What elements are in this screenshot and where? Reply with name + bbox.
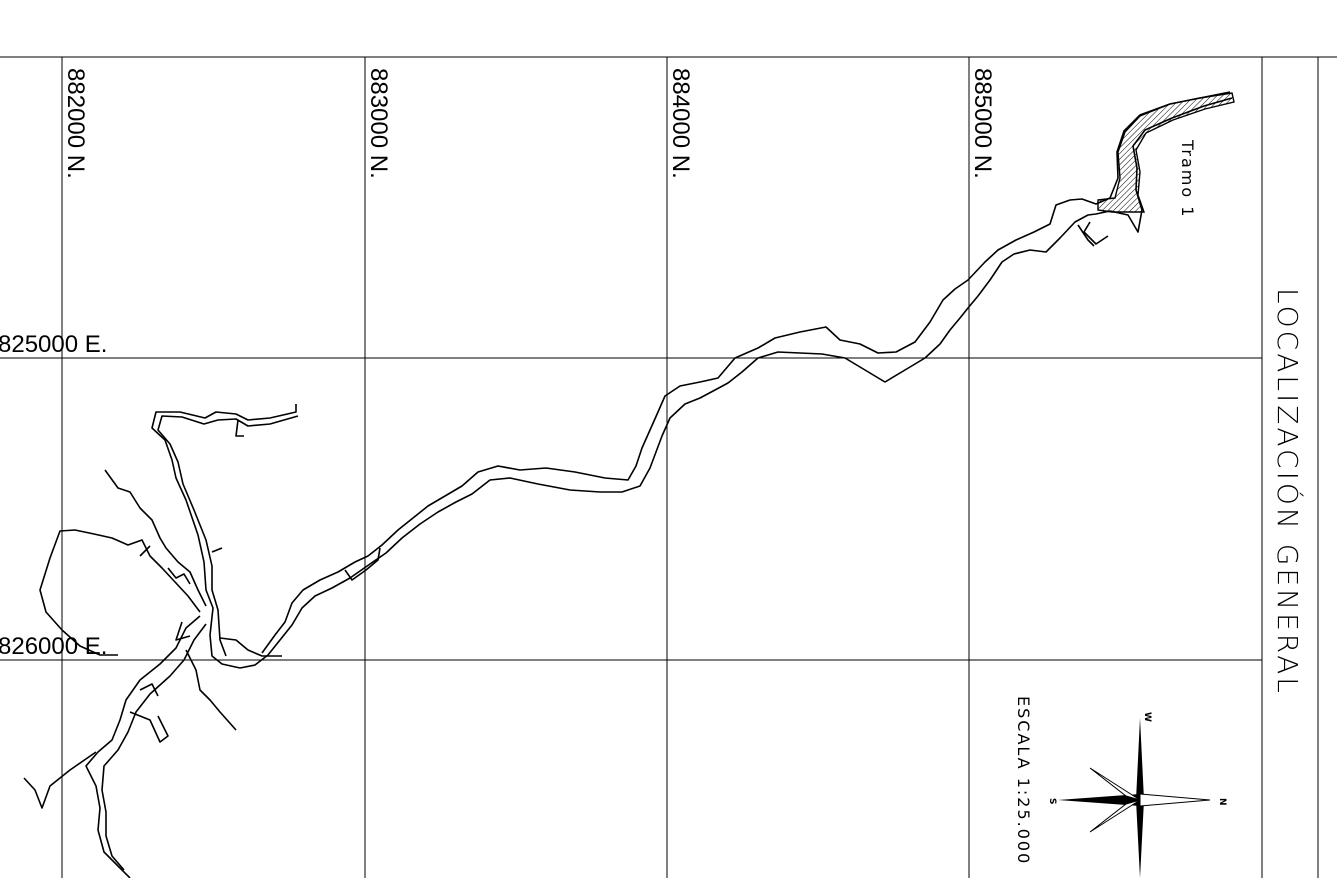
- northing-label-884000: 884000 N.: [667, 68, 694, 179]
- town-road-west: [39, 529, 201, 656]
- hatched-road-section: [1097, 92, 1235, 213]
- town-road-north: [151, 404, 297, 669]
- spur-tramo-b: [1077, 224, 1095, 247]
- map-title: LOCALIZACIÓN GENERAL: [1271, 288, 1305, 696]
- road-network: [23, 91, 1235, 878]
- compass-point-north: [1139, 793, 1211, 807]
- scale-label: ESCALA 1:25.000: [1014, 696, 1033, 865]
- town-spur-d: [211, 547, 223, 553]
- compass-diag-2: [1089, 799, 1141, 833]
- town-spur-b: [139, 683, 159, 697]
- town-road-southeast: [185, 649, 237, 731]
- compass-diag-1: [1089, 767, 1141, 801]
- town-road-south-b: [101, 623, 207, 871]
- town-spur-h: [175, 621, 191, 641]
- compass-letter-n: N: [1217, 798, 1227, 806]
- compass-point-south: [1058, 794, 1140, 806]
- town-spur-e: [219, 637, 282, 657]
- town-spur-i: [344, 547, 381, 581]
- town-spur-c: [235, 419, 244, 437]
- main-road-upper: [261, 91, 1231, 654]
- town-road-south: [85, 615, 201, 878]
- town-spur-f: [167, 567, 191, 585]
- town-spur-g: [139, 545, 151, 557]
- coordinate-grid: [0, 56, 1337, 878]
- compass-letter-w: W: [1142, 712, 1152, 722]
- compass-letter-s: S: [1047, 798, 1057, 804]
- town-road-southwest: [23, 751, 97, 809]
- northing-label-882000: 882000 N.: [62, 68, 89, 179]
- compass-point-east: [1136, 800, 1144, 878]
- northing-label-883000: 883000 N.: [365, 68, 392, 179]
- compass-rose: N S W: [1047, 712, 1227, 878]
- town-spur-a: [129, 711, 169, 743]
- northing-label-885000: 885000 N.: [969, 68, 996, 179]
- town-road-northwest: [104, 469, 207, 607]
- main-road-lower: [239, 97, 1233, 669]
- spur-tramo: [1083, 221, 1109, 245]
- easting-label-826000: 826000 E.: [0, 633, 107, 660]
- easting-label-825000: 825000 E.: [0, 331, 107, 358]
- section-label: Tramo 1: [1178, 139, 1197, 218]
- compass-point-west: [1136, 718, 1144, 800]
- town-road-north-b: [157, 415, 299, 657]
